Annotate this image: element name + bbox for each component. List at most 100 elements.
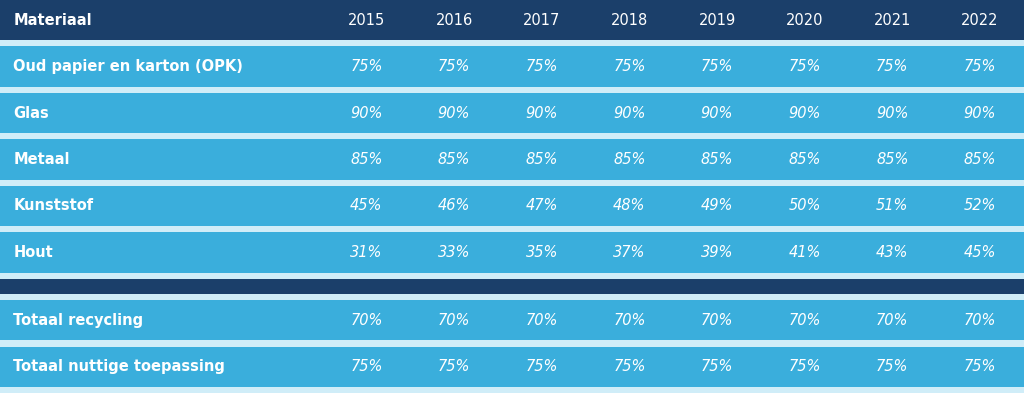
- Bar: [936, 0, 1024, 40]
- Bar: [761, 93, 849, 133]
- Bar: [411, 46, 498, 86]
- Bar: [586, 232, 673, 272]
- Bar: [500, 279, 584, 294]
- Bar: [411, 93, 498, 133]
- Bar: [411, 347, 498, 387]
- Text: 90%: 90%: [877, 106, 908, 121]
- Text: 75%: 75%: [700, 359, 733, 374]
- Text: 70%: 70%: [438, 313, 470, 328]
- Text: 75%: 75%: [700, 59, 733, 74]
- Text: 2016: 2016: [435, 13, 473, 28]
- Bar: [761, 140, 849, 180]
- Text: 90%: 90%: [438, 106, 470, 121]
- Text: 41%: 41%: [788, 245, 821, 260]
- Text: 47%: 47%: [525, 198, 558, 213]
- Bar: [586, 300, 673, 340]
- Text: 75%: 75%: [525, 359, 558, 374]
- Bar: [673, 140, 761, 180]
- Bar: [323, 0, 411, 40]
- Bar: [323, 232, 411, 272]
- Bar: [849, 140, 936, 180]
- Text: 2020: 2020: [785, 13, 823, 28]
- Bar: [323, 46, 411, 86]
- Text: Hout: Hout: [13, 245, 53, 260]
- Bar: [849, 232, 936, 272]
- Text: 37%: 37%: [613, 245, 645, 260]
- Bar: [761, 300, 849, 340]
- Text: 85%: 85%: [350, 152, 383, 167]
- Bar: [673, 347, 761, 387]
- Bar: [498, 140, 586, 180]
- Bar: [323, 93, 411, 133]
- Bar: [761, 186, 849, 226]
- Text: 75%: 75%: [964, 359, 996, 374]
- Bar: [936, 232, 1024, 272]
- Bar: [673, 232, 761, 272]
- Text: 2019: 2019: [698, 13, 735, 28]
- Text: Totaal nuttige toepassing: Totaal nuttige toepassing: [13, 359, 225, 374]
- Text: 75%: 75%: [613, 359, 645, 374]
- Text: 70%: 70%: [788, 313, 821, 328]
- Bar: [936, 186, 1024, 226]
- Bar: [323, 186, 411, 226]
- Bar: [936, 300, 1024, 340]
- Bar: [761, 46, 849, 86]
- Text: 85%: 85%: [788, 152, 821, 167]
- Text: 90%: 90%: [350, 106, 383, 121]
- Bar: [586, 46, 673, 86]
- Bar: [849, 93, 936, 133]
- Text: 50%: 50%: [788, 198, 821, 213]
- Bar: [411, 232, 498, 272]
- Bar: [849, 186, 936, 226]
- Bar: [323, 300, 411, 340]
- Text: 52%: 52%: [964, 198, 996, 213]
- Text: 2017: 2017: [523, 13, 560, 28]
- Bar: [0, 279, 1024, 294]
- Text: 90%: 90%: [613, 106, 645, 121]
- Bar: [0, 279, 322, 294]
- Bar: [0, 140, 323, 180]
- Bar: [850, 279, 935, 294]
- Text: 39%: 39%: [700, 245, 733, 260]
- Text: 85%: 85%: [525, 152, 558, 167]
- Text: 2015: 2015: [348, 13, 385, 28]
- Text: 70%: 70%: [964, 313, 996, 328]
- Bar: [762, 279, 847, 294]
- Text: 48%: 48%: [613, 198, 645, 213]
- Text: 85%: 85%: [964, 152, 996, 167]
- Bar: [586, 186, 673, 226]
- Text: 75%: 75%: [788, 59, 821, 74]
- Text: 70%: 70%: [525, 313, 558, 328]
- Text: Metaal: Metaal: [13, 152, 70, 167]
- Text: 51%: 51%: [877, 198, 908, 213]
- Text: 90%: 90%: [525, 106, 558, 121]
- Text: 75%: 75%: [350, 59, 383, 74]
- Bar: [0, 232, 323, 272]
- Bar: [498, 300, 586, 340]
- Bar: [761, 0, 849, 40]
- Text: 75%: 75%: [788, 359, 821, 374]
- Text: 2021: 2021: [873, 13, 911, 28]
- Bar: [587, 279, 672, 294]
- Text: 49%: 49%: [700, 198, 733, 213]
- Bar: [586, 140, 673, 180]
- Text: 70%: 70%: [877, 313, 908, 328]
- Text: 75%: 75%: [350, 359, 383, 374]
- Bar: [761, 232, 849, 272]
- Bar: [938, 279, 1022, 294]
- Bar: [675, 279, 759, 294]
- Bar: [0, 347, 323, 387]
- Bar: [673, 186, 761, 226]
- Bar: [498, 0, 586, 40]
- Text: 75%: 75%: [964, 59, 996, 74]
- Text: 75%: 75%: [613, 59, 645, 74]
- Bar: [586, 0, 673, 40]
- Text: Oud papier en karton (OPK): Oud papier en karton (OPK): [13, 59, 243, 74]
- Bar: [498, 347, 586, 387]
- Bar: [849, 300, 936, 340]
- Bar: [849, 0, 936, 40]
- Bar: [673, 300, 761, 340]
- Bar: [411, 0, 498, 40]
- Bar: [498, 46, 586, 86]
- Bar: [936, 93, 1024, 133]
